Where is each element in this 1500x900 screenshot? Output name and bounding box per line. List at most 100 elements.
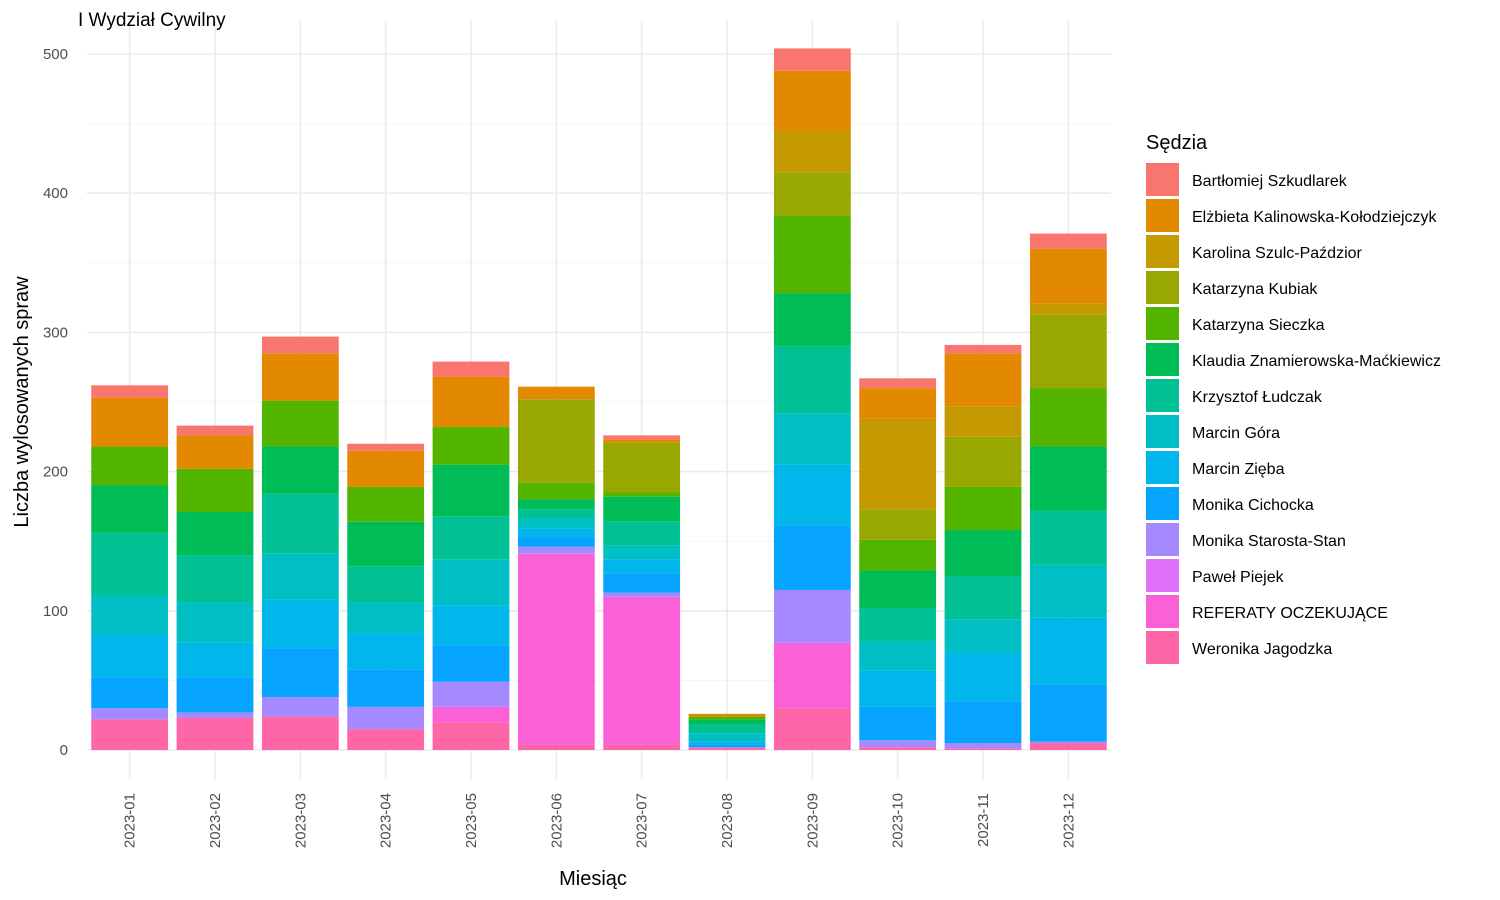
bar-segment <box>1029 388 1107 447</box>
bar-segment <box>91 446 169 486</box>
bar-segment <box>603 439 681 443</box>
bar-segment <box>688 719 766 725</box>
bar-segment <box>1029 314 1107 389</box>
bar-segment <box>688 716 766 720</box>
bar-segment <box>432 361 510 377</box>
bar-segment <box>1029 564 1107 618</box>
bar-segment <box>432 706 510 723</box>
bar-segment <box>1029 303 1107 315</box>
bar-segment <box>603 573 681 593</box>
x-axis-title: Miesiąc <box>559 868 627 890</box>
bar-segment <box>603 744 681 750</box>
x-tick-label: 2023-05 <box>463 793 480 848</box>
legend-label: Monika Starosta-Stan <box>1192 533 1346 550</box>
bar-segment <box>517 744 595 750</box>
legend-label: Karolina Szulc-Paździor <box>1192 245 1363 262</box>
bar-segment <box>773 413 851 465</box>
legend-swatch <box>1146 379 1179 412</box>
bar-segment <box>688 747 766 750</box>
legend-label: Marcin Góra <box>1192 425 1280 442</box>
bars <box>91 48 1107 750</box>
bar-segment <box>176 712 254 718</box>
bar-segment <box>261 599 339 649</box>
legend-swatch <box>1146 595 1179 628</box>
legend-swatch <box>1146 199 1179 232</box>
bar-segment <box>91 532 169 596</box>
bar-segment <box>859 670 937 707</box>
bar-segment <box>347 443 425 451</box>
bar-segment <box>347 669 425 707</box>
bar-segment <box>176 677 254 713</box>
bar-segment <box>603 596 681 745</box>
bar-segment <box>261 336 339 354</box>
legend-swatch <box>1146 523 1179 556</box>
bar-segment <box>859 509 937 540</box>
bar-segment <box>91 708 169 720</box>
bar-segment <box>688 744 766 748</box>
legend: Sędzia Bartłomiej Szkudlarek Elżbieta Kal… <box>1146 132 1441 664</box>
bar-segment <box>176 555 254 603</box>
bar-segment <box>859 608 937 642</box>
bar-segment <box>176 435 254 469</box>
bar-segment <box>773 464 851 526</box>
x-tick-label: 2023-01 <box>122 793 139 848</box>
legend-swatch <box>1146 631 1179 664</box>
legend-label: Bartłomiej Szkudlarek <box>1192 173 1348 190</box>
legend-label: Katarzyna Kubiak <box>1192 281 1318 298</box>
bar-segment <box>944 344 1022 354</box>
bar-segment <box>944 486 1022 531</box>
bar-segment <box>261 400 339 447</box>
bar-segment <box>347 486 425 522</box>
bar-segment <box>432 427 510 465</box>
bar-segment <box>517 546 595 554</box>
bar-segment <box>603 545 681 560</box>
legend-swatch <box>1146 235 1179 268</box>
bar-segment <box>91 634 169 678</box>
bar-segment <box>261 446 339 494</box>
x-tick-label: 2023-09 <box>804 793 821 848</box>
x-tick-label: 2023-08 <box>719 793 736 848</box>
legend-label: Marcin Zięba <box>1192 461 1285 478</box>
y-axis: 0 100 200 300 400 500 <box>43 46 68 759</box>
bar-segment <box>347 729 425 750</box>
bar-segment <box>944 743 1022 749</box>
y-axis-title: Liczba wylosowanych spraw <box>11 276 33 528</box>
bar-segment <box>603 492 681 497</box>
bar-segment <box>773 293 851 347</box>
x-tick-label: 2023-04 <box>378 793 395 848</box>
legend-swatch <box>1146 271 1179 304</box>
legend-label: Krzysztof Łudczak <box>1192 389 1323 406</box>
bar-segment <box>517 386 595 400</box>
bar-segment <box>1029 233 1107 249</box>
bar-segment <box>688 741 766 745</box>
x-tick-label: 2023-10 <box>890 793 907 848</box>
bar-segment <box>688 713 766 717</box>
bar-segment <box>176 425 254 436</box>
bar-segment <box>859 418 937 510</box>
bar-segment <box>773 130 851 173</box>
x-tick-label: 2023-12 <box>1060 793 1077 848</box>
legend-swatch <box>1146 559 1179 592</box>
bar-segment <box>432 605 510 646</box>
bar-segment <box>859 539 937 571</box>
bar-segment <box>603 521 681 546</box>
bar-segment <box>944 619 1022 653</box>
bar-segment <box>517 509 595 519</box>
x-tick-label: 2023-07 <box>634 793 651 848</box>
bar-segment <box>91 677 169 709</box>
bar-segment <box>859 740 937 748</box>
bar-segment <box>261 716 339 750</box>
x-tick-label: 2023-03 <box>292 793 309 848</box>
bar-segment <box>859 706 937 741</box>
bar-segment <box>261 493 339 554</box>
bar-segment <box>176 468 254 512</box>
legend-label: Monika Cichocka <box>1192 497 1314 514</box>
legend-swatch <box>1146 451 1179 484</box>
bar-segment <box>773 642 851 709</box>
bar-segment <box>859 747 937 750</box>
bar-segment <box>347 450 425 487</box>
bar-segment <box>517 528 595 538</box>
bar-segment <box>773 48 851 71</box>
bar-segment <box>773 215 851 294</box>
